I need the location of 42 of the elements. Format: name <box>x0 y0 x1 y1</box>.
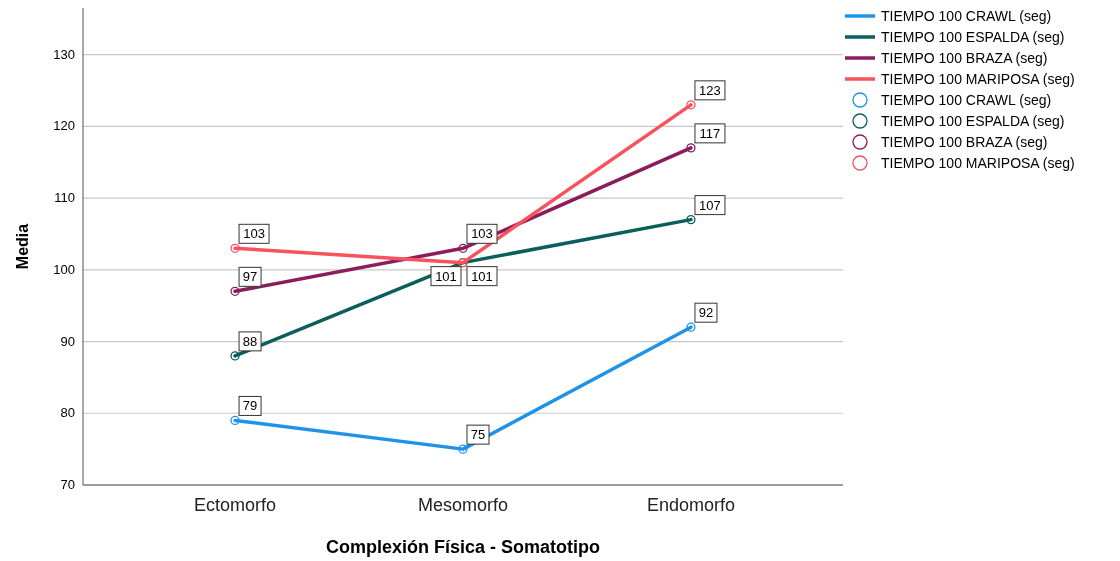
y-tick-label: 110 <box>54 190 75 206</box>
data-label: 79 <box>242 398 258 414</box>
y-tick-label: 90 <box>60 333 75 349</box>
data-label: 97 <box>242 269 258 285</box>
point <box>686 214 696 225</box>
text: TIEMPO 100 CRAWL (seg) <box>881 8 1052 24</box>
y-axis-title: Media <box>14 223 31 270</box>
point <box>230 415 240 426</box>
y-tick-label: 100 <box>53 261 75 277</box>
data-label: 92 <box>698 305 714 321</box>
point <box>230 243 240 253</box>
y-tick-label: 130 <box>53 46 75 62</box>
x-tick-label: Endomorfo <box>646 495 735 515</box>
data-label: 103 <box>243 226 265 242</box>
y-tick-label: 120 <box>53 118 75 134</box>
legend-label: TIEMPO 100 BRAZA (seg) <box>881 134 1048 150</box>
data-label: 103 <box>471 226 493 242</box>
x-tick-label: Ectomorfo <box>194 495 277 515</box>
data-label: 117 <box>699 125 721 141</box>
data-label: 101 <box>435 268 457 284</box>
text: TIEMPO 100 ESPALDA (seg) <box>881 29 1065 45</box>
legend-label: TIEMPO 100 CRAWL (seg) <box>881 92 1052 108</box>
x-axis-title: Complexión Física - Somatotipo <box>325 537 601 557</box>
legend-label: TIEMPO 100 MARIPOSA (seg) <box>881 155 1075 171</box>
y-tick-label: 70 <box>60 477 75 492</box>
point <box>458 444 468 454</box>
point <box>686 100 696 110</box>
x-tick-label: Mesomorfo <box>417 495 509 515</box>
point <box>230 351 240 361</box>
y-tick-label: 80 <box>60 405 75 421</box>
point <box>686 143 696 153</box>
data-label: 75 <box>470 427 486 443</box>
data-label: 123 <box>699 82 721 98</box>
point <box>230 286 240 296</box>
text: TIEMPO 100 MARIPOSA (seg) <box>881 71 1075 87</box>
point <box>458 243 468 253</box>
text: TIEMPO 100 BRAZA (seg) <box>881 50 1048 66</box>
data-label: 88 <box>242 333 258 349</box>
data-label: 107 <box>699 197 721 213</box>
legend-label: TIEMPO 100 ESPALDA (seg) <box>881 113 1065 129</box>
point <box>686 322 696 332</box>
data-label: 101 <box>471 268 493 284</box>
